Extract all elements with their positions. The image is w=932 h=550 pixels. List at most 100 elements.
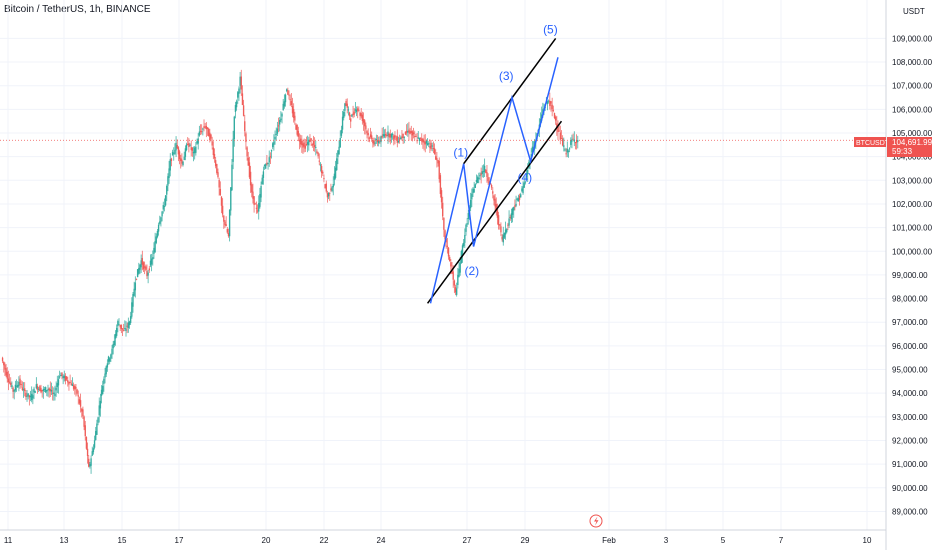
- candle-body: [195, 146, 197, 153]
- candle-body: [160, 217, 162, 222]
- candle-body: [176, 144, 178, 149]
- candle-body: [75, 387, 77, 389]
- candle-body: [234, 105, 237, 112]
- y-tick-label: 104,000.00: [892, 153, 932, 162]
- y-tick-label: 106,000.00: [892, 105, 932, 114]
- candle-body: [170, 158, 173, 161]
- candle-body: [254, 203, 256, 205]
- candle-body: [207, 128, 210, 137]
- currency-label[interactable]: USDT: [903, 7, 925, 16]
- candle-body: [97, 417, 99, 423]
- candle-body: [301, 141, 303, 146]
- candle-body: [404, 131, 407, 135]
- candle-body: [191, 147, 194, 151]
- candle-body: [3, 361, 5, 366]
- candle-body: [247, 157, 249, 166]
- candle-body: [156, 230, 159, 237]
- candle-body: [430, 142, 432, 150]
- candle-body: [377, 140, 380, 144]
- candle-body: [316, 151, 318, 153]
- candle-body: [180, 158, 182, 162]
- candle-body: [209, 132, 211, 141]
- candle-body: [110, 354, 112, 359]
- candle-body: [284, 94, 287, 103]
- candle-body: [102, 385, 104, 395]
- candle-body: [226, 229, 229, 233]
- candle-body: [53, 392, 55, 394]
- candle-body: [252, 191, 254, 199]
- candle-body: [322, 171, 324, 174]
- candle-body: [531, 146, 534, 153]
- symbol-title[interactable]: Bitcoin / TetherUS, 1h, BINANCE: [4, 4, 151, 15]
- candle-body: [573, 139, 575, 142]
- candle-body: [63, 375, 65, 379]
- candle-body: [469, 199, 472, 209]
- candle-body: [164, 195, 167, 206]
- candle-body: [490, 185, 493, 188]
- candle-body: [273, 141, 275, 145]
- candle-body: [574, 142, 577, 144]
- candle-body: [499, 224, 501, 226]
- x-tick-label: 5: [721, 536, 726, 545]
- candle-body: [424, 141, 426, 145]
- badge-symbol: BTCUSDT: [856, 140, 890, 147]
- candle-body: [419, 137, 422, 139]
- candle-body: [128, 321, 131, 326]
- candle-body: [1, 357, 4, 362]
- candle-body: [104, 373, 106, 378]
- candle-body: [291, 106, 294, 114]
- candle-body: [219, 188, 222, 195]
- candle-body: [471, 193, 473, 200]
- candle-body: [497, 215, 500, 226]
- candle-body: [112, 343, 114, 349]
- candle-body: [161, 211, 163, 217]
- candle-body: [304, 145, 307, 149]
- candle-body: [15, 385, 18, 387]
- candle-body: [12, 387, 14, 392]
- candle-body: [398, 138, 401, 140]
- candle-body: [204, 126, 206, 128]
- candle-body: [525, 173, 528, 178]
- candle-body: [361, 114, 364, 121]
- lightning-icon[interactable]: [589, 514, 603, 528]
- candle-body: [370, 135, 373, 139]
- candle-body: [524, 181, 527, 183]
- y-tick-label: 94,000.00: [892, 389, 928, 398]
- candle-body: [25, 392, 27, 397]
- candle-body: [233, 116, 235, 140]
- y-tick-label: 90,000.00: [892, 484, 928, 493]
- candle-body: [187, 143, 189, 145]
- candle-body: [317, 152, 319, 157]
- candle-body: [249, 171, 252, 186]
- candle-body: [426, 143, 429, 146]
- elliott-wave: [429, 57, 559, 304]
- candle-body: [190, 147, 192, 151]
- candle-body: [572, 138, 574, 140]
- candle-body: [393, 135, 395, 140]
- candle-body: [55, 387, 57, 391]
- candle-body: [556, 123, 558, 128]
- candle-body: [334, 167, 337, 178]
- candle-body: [326, 193, 329, 198]
- candle-body: [67, 380, 69, 383]
- candle-body: [383, 134, 386, 137]
- candle-body: [85, 436, 88, 449]
- candle-body: [416, 140, 418, 142]
- y-tick-label: 98,000.00: [892, 295, 928, 304]
- candle-body: [76, 389, 78, 394]
- candle-body: [577, 140, 579, 142]
- candle-body: [211, 141, 213, 146]
- candle-body: [150, 258, 153, 265]
- candle-body: [197, 138, 199, 144]
- candle-body: [395, 138, 397, 140]
- candle-body: [224, 221, 226, 226]
- candle-body: [483, 165, 486, 173]
- y-tick-label: 91,000.00: [892, 460, 928, 469]
- candle-body: [446, 245, 449, 247]
- candle-body: [312, 141, 315, 145]
- wave-label: (3): [499, 69, 514, 83]
- y-tick-label: 108,000.00: [892, 58, 932, 67]
- candle-body: [337, 150, 339, 158]
- candle-body: [83, 416, 85, 427]
